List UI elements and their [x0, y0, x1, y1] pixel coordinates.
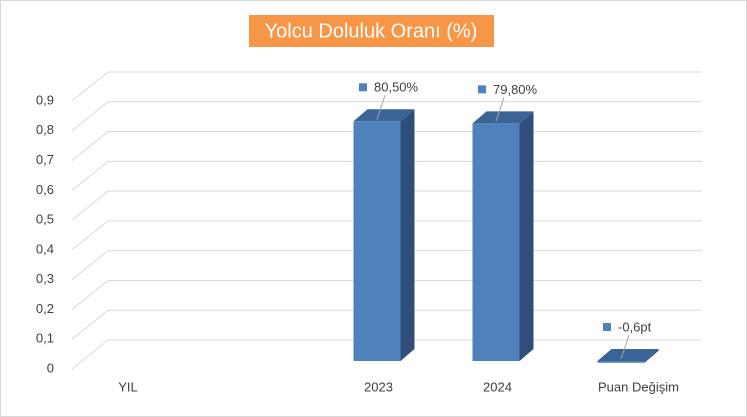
grid-line — [71, 160, 109, 191]
grid-line — [71, 250, 109, 281]
y-tick-label: 0,5 — [36, 212, 54, 227]
x-tick-label: Puan Değişim — [598, 379, 679, 394]
grid-line — [71, 131, 109, 161]
leader-line — [620, 334, 630, 360]
x-tick-label: YIL — [118, 379, 138, 394]
bar-side — [644, 349, 659, 363]
data-label: -0,6pt — [618, 319, 652, 334]
y-tick-label: 0,7 — [36, 152, 54, 167]
bar-top — [353, 109, 415, 122]
grid-line — [71, 190, 109, 221]
bar — [353, 121, 401, 362]
y-tick-label: 0,6 — [36, 182, 54, 197]
bar — [472, 123, 520, 361]
label-marker — [359, 83, 367, 92]
leader-line — [495, 97, 505, 122]
bar-top — [597, 349, 659, 361]
title-box — [249, 15, 494, 47]
y-tick-label: 0,2 — [36, 301, 54, 316]
grid-line — [71, 101, 109, 132]
y-tick-label: 0,4 — [36, 241, 54, 256]
x-tick-label: 2023 — [364, 379, 393, 394]
grid-line — [71, 71, 109, 102]
label-marker — [478, 85, 486, 94]
y-tick-label: 0 — [47, 360, 54, 375]
grid-line — [71, 220, 109, 251]
y-tick-label: 0,8 — [36, 122, 54, 137]
grid-line — [71, 280, 109, 310]
y-tick-label: 0,9 — [36, 92, 54, 107]
x-tick-label: 2024 — [483, 379, 512, 394]
grid-line — [71, 309, 109, 340]
y-tick-label: 0,3 — [36, 271, 54, 286]
bar — [597, 361, 645, 363]
bar-side — [400, 109, 415, 362]
chart-title: Yolcu Doluluk Oranı (%) — [265, 20, 478, 42]
data-label: 79,80% — [493, 82, 538, 97]
grid-line — [71, 339, 109, 370]
leader-line — [376, 95, 386, 120]
bar-side — [519, 111, 534, 361]
bar-top — [472, 111, 534, 124]
y-tick-label: 0,1 — [36, 331, 54, 346]
data-label: 80,50% — [374, 80, 419, 95]
label-marker — [603, 323, 611, 331]
